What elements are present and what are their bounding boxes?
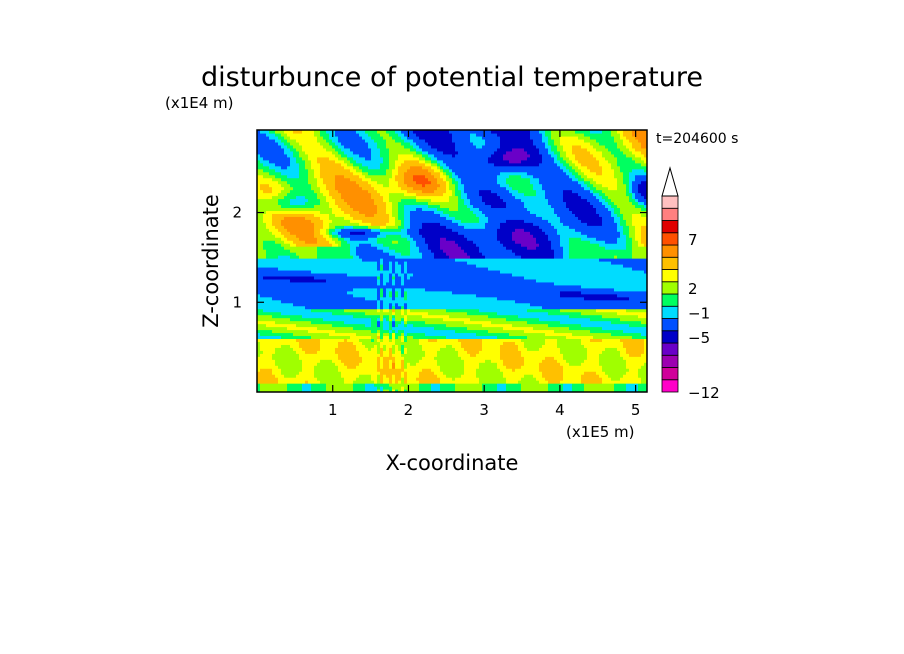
colorbar-swatch: [661, 195, 679, 209]
colorbar: −12−5−127: [661, 166, 720, 402]
x-tick-label: 4: [555, 401, 565, 419]
time-label: t=204600 s: [656, 131, 738, 147]
colorbar-swatch: [661, 281, 679, 295]
heatmap-field: [257, 130, 647, 392]
colorbar-swatch: [661, 354, 679, 368]
x-tick-label: 1: [328, 401, 338, 419]
colorbar-extend-arrow: [661, 166, 679, 197]
chart-title: disturbunce of potential temperature: [201, 62, 703, 93]
colorbar-swatch: [661, 244, 679, 258]
colorbar-label: −12: [688, 384, 720, 402]
x-unit-label: (x1E5 m): [566, 423, 635, 441]
x-ticks: 1 2 3 4 5: [328, 130, 640, 419]
colorbar-swatch: [661, 305, 679, 319]
plot-frame: [256, 129, 648, 393]
x-axis-label: X-coordinate: [386, 451, 519, 475]
colorbar-swatch: [661, 342, 679, 356]
colorbar-swatch: [661, 367, 679, 381]
colorbar-swatch: [661, 318, 679, 332]
y-ticks: 12: [232, 204, 647, 311]
x-tick-label: 2: [404, 401, 414, 419]
y-unit-label: (x1E4 m): [165, 94, 234, 112]
colorbar-swatch: [661, 256, 679, 270]
colorbar-label: 7: [688, 231, 698, 249]
y-tick-label: 1: [232, 293, 242, 311]
y-axis-label: Z-coordinate: [199, 194, 223, 328]
colorbar-swatch: [661, 269, 679, 283]
colorbar-label: −1: [688, 304, 710, 322]
colorbar-swatch: [661, 379, 679, 393]
colorbar-swatch: [661, 220, 679, 234]
x-tick-label: 3: [479, 401, 489, 419]
colorbar-label: −5: [688, 329, 710, 347]
colorbar-swatch: [661, 330, 679, 344]
colorbar-swatch: [661, 232, 679, 246]
colorbar-swatch: [661, 293, 679, 307]
colorbar-label: 2: [688, 280, 698, 298]
colorbar-swatch: [661, 207, 679, 221]
y-tick-label: 2: [232, 204, 242, 222]
x-tick-label: 5: [631, 401, 641, 419]
